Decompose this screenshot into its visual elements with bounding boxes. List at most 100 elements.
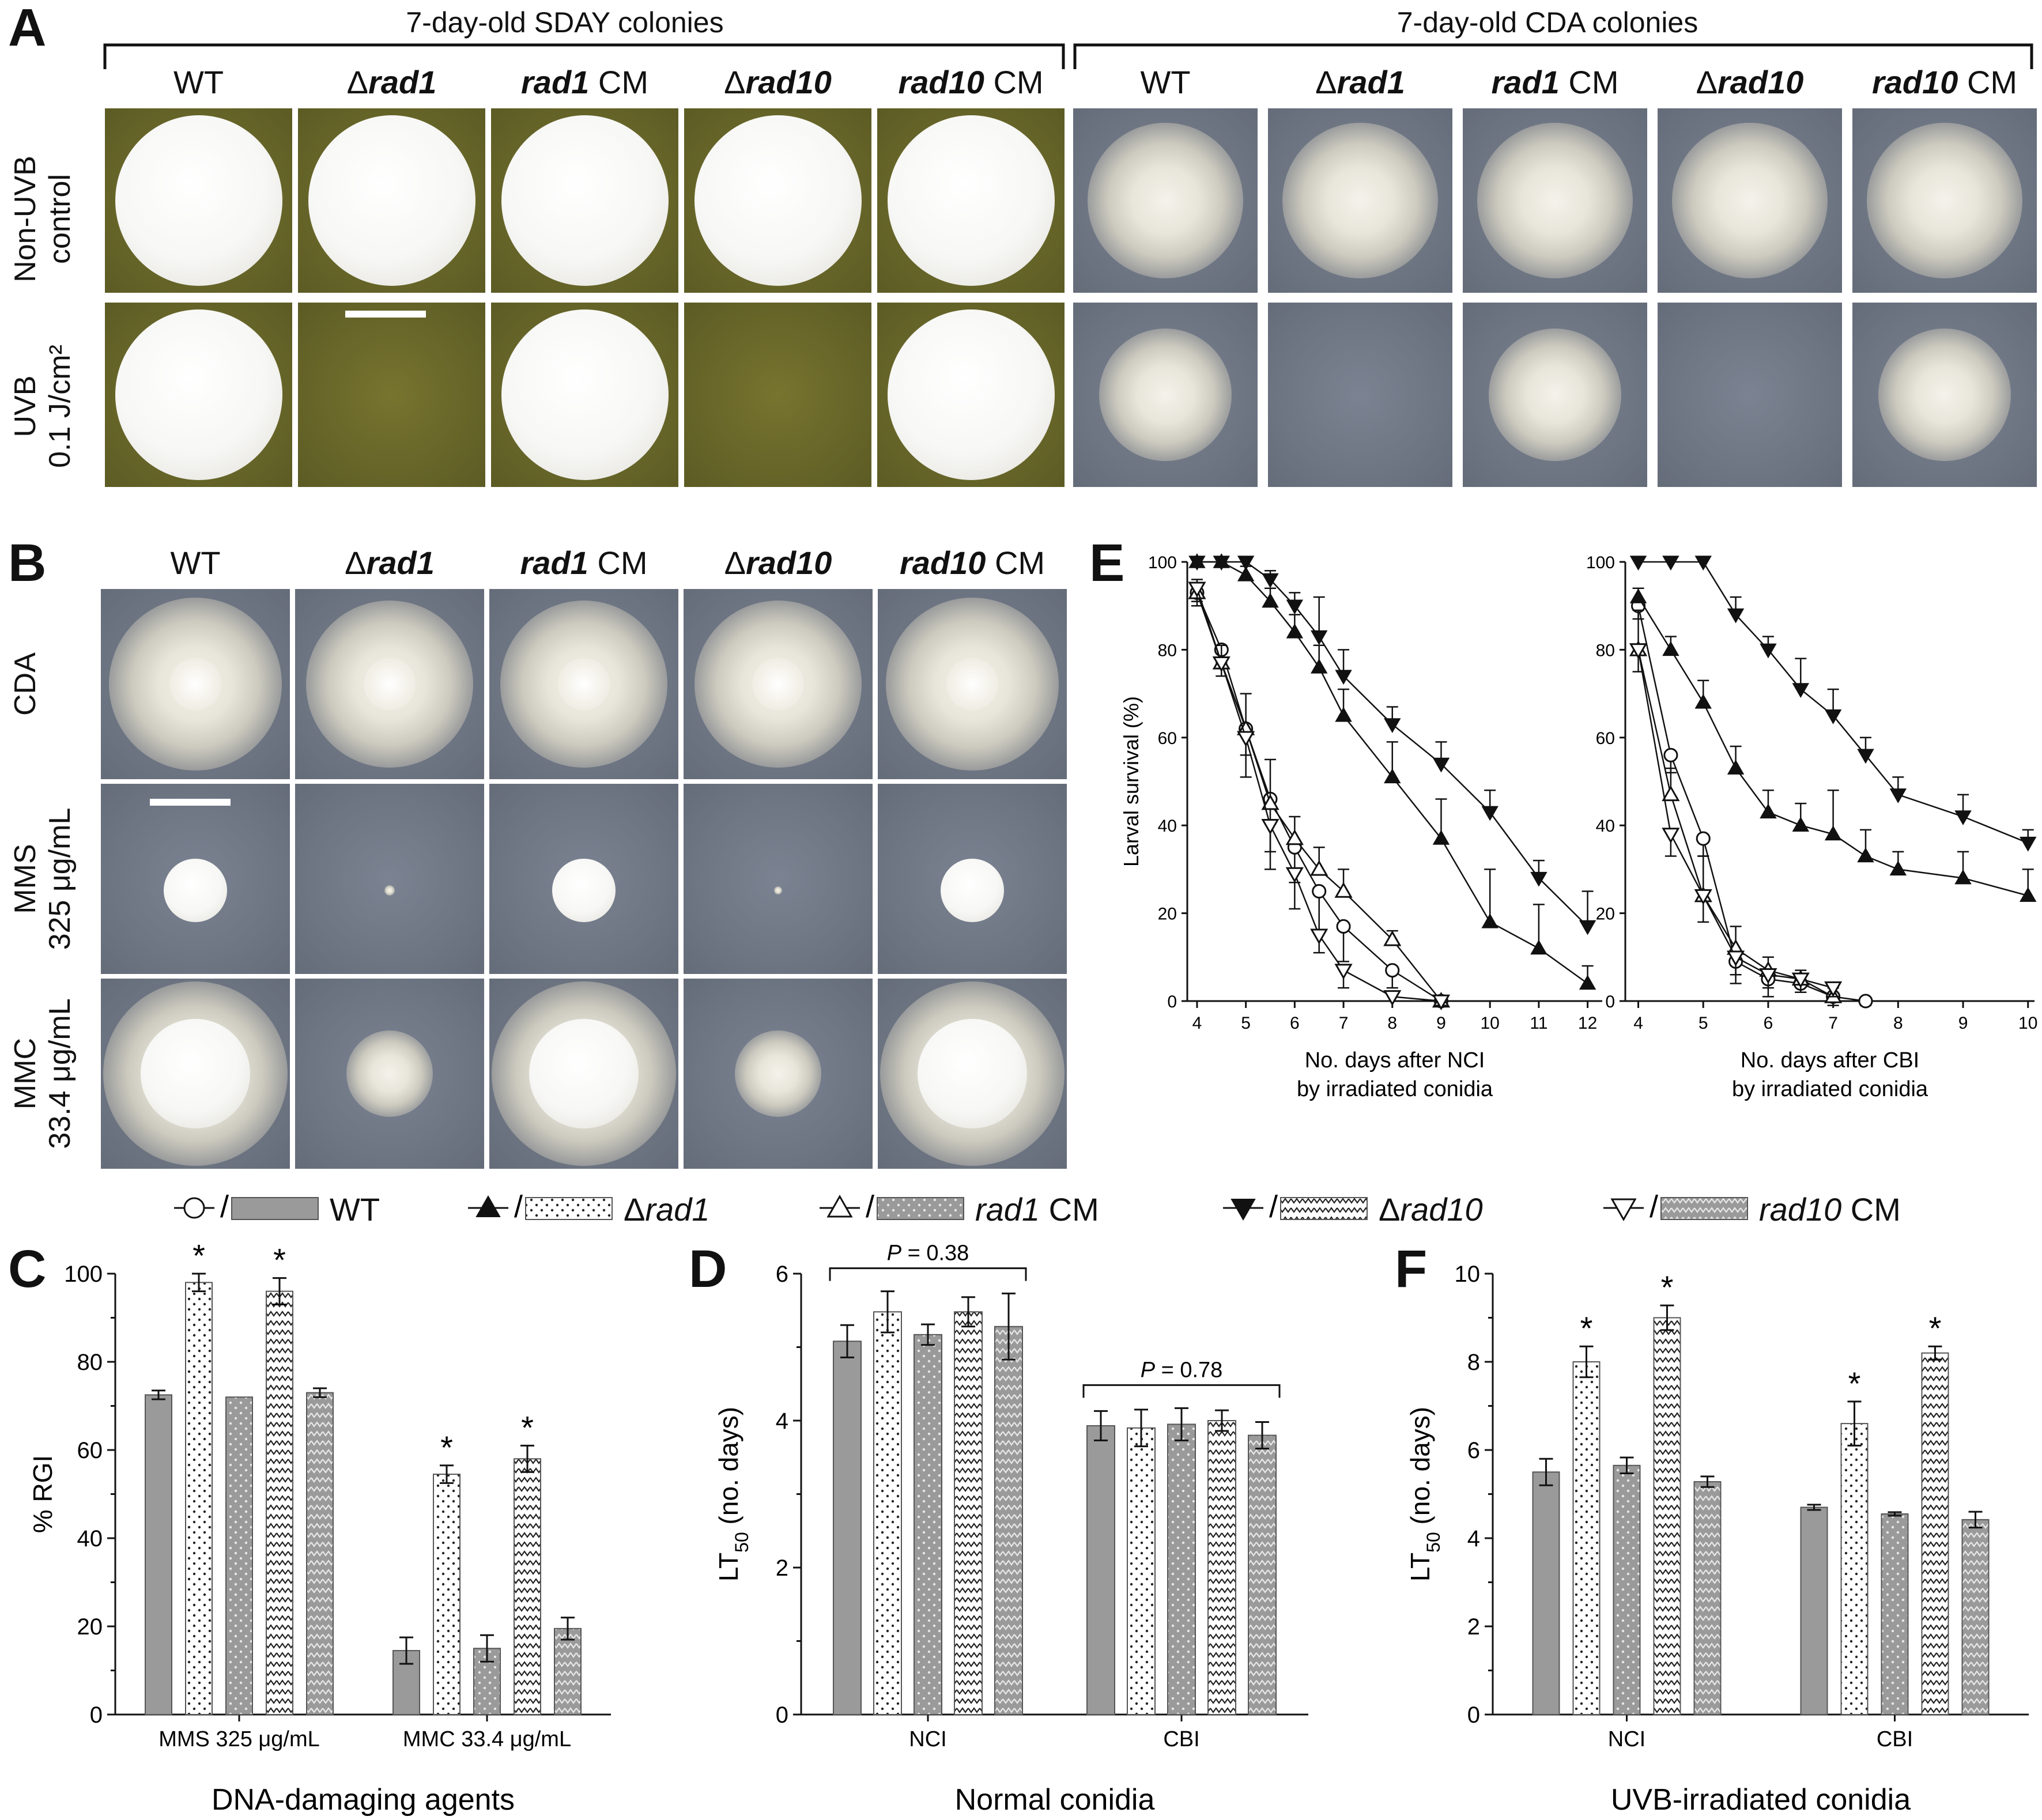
y-tick-label: 0: [776, 1702, 788, 1728]
data-point: [1188, 582, 1206, 598]
significance-mark: *: [1929, 1310, 1942, 1346]
panel-b-tile: [878, 784, 1067, 974]
error-bar: [1094, 1410, 1108, 1441]
data-point: [1727, 760, 1745, 775]
svg-text:/: /: [866, 1190, 874, 1224]
panel-letter-c: C: [8, 1240, 47, 1298]
x-axis-label-line2: by irradiated conidia: [1297, 1077, 1493, 1101]
panel-a-sday-strain-label-1: Δrad1: [346, 64, 437, 100]
panel-b-strain-label-4: rad10 CM: [899, 545, 1045, 581]
colony: [552, 859, 616, 922]
colony-core: [169, 658, 221, 710]
cda-tile: [1268, 303, 1452, 487]
bar: [1086, 1425, 1115, 1715]
significance-mark: *: [193, 1245, 205, 1274]
error-bar: [840, 1324, 854, 1358]
y-axis-label: LT50 (no. days): [714, 1407, 752, 1581]
data-point: [826, 1194, 853, 1218]
bar: [225, 1396, 253, 1715]
category-label: NCI: [1608, 1727, 1645, 1751]
y-axis-label: Larval survival (%): [1119, 696, 1143, 867]
y-tick-label: 2: [1467, 1614, 1480, 1640]
x-tick-label: 6: [1290, 1014, 1300, 1033]
colony: [1489, 328, 1621, 461]
p-value-bracket: [829, 1267, 1027, 1281]
data-point: [1286, 623, 1304, 639]
cda-tile: [1658, 108, 1842, 293]
data-point: [1336, 919, 1351, 934]
panel-b-strain-label-3: Δrad10: [724, 545, 832, 581]
axis: [1624, 562, 2035, 1002]
bar: [392, 1650, 420, 1716]
series-3: [1188, 556, 1596, 935]
cda-tile: [1073, 303, 1258, 487]
data-point: [1261, 794, 1279, 810]
error-bar: [1539, 1457, 1553, 1486]
error-bar: [1002, 1292, 1016, 1361]
colony: [1088, 123, 1243, 278]
data-point: [1792, 683, 1810, 698]
error-bar: [1134, 1409, 1148, 1448]
scale-bar: [150, 799, 231, 806]
data-point: [1334, 882, 1353, 898]
cda-tile: [1073, 108, 1258, 293]
bar: [554, 1628, 582, 1716]
sday-tile: [877, 108, 1065, 293]
data-point: [1432, 830, 1450, 845]
data-point: [1334, 964, 1353, 980]
data-point: [1432, 994, 1451, 1011]
error-bar: [1313, 596, 1325, 637]
data-point: [1481, 913, 1499, 928]
sday-tile: [491, 303, 678, 487]
bar: [1532, 1471, 1560, 1715]
colony: [774, 886, 782, 894]
colony: [384, 885, 395, 896]
colony-core: [752, 658, 804, 710]
colony: [888, 115, 1055, 286]
error-bar: [399, 1636, 413, 1665]
data-point: [2020, 836, 2037, 852]
data-point: [1312, 883, 1327, 899]
panel-b-tile: [878, 979, 1067, 1169]
colony: [1878, 328, 2011, 461]
y-tick-label: 0: [1467, 1702, 1480, 1728]
bar: [954, 1311, 983, 1716]
data-point: [1432, 757, 1450, 773]
panel-b-tile: [101, 784, 290, 974]
data-point: [1663, 747, 1678, 762]
y-tick-label: 8: [1467, 1350, 1480, 1375]
x-axis-label-line2: by irradiated conidia: [1732, 1077, 1928, 1101]
x-tick-label: 4: [1192, 1014, 1202, 1033]
chart-e-nci: 0 20 40 60 80 100 4 5 6 7 8 9 10 11 12 Larval survival …: [1119, 553, 1602, 1101]
x-axis-label: No. days after CBI: [1741, 1048, 1919, 1073]
panel-b-row-label-2: MMC 33.4 μg/mL: [9, 998, 77, 1149]
error-bar: [1255, 1421, 1269, 1449]
legend-swatch: /: [1223, 1190, 1368, 1224]
data-point: [1792, 817, 1810, 832]
x-axis-label: DNA-damaging agents: [212, 1783, 515, 1817]
colony: [1282, 123, 1438, 278]
colony: [115, 309, 282, 480]
y-tick-label: 2: [776, 1555, 788, 1581]
series-3: [1629, 556, 2037, 852]
y-tick-label: 6: [776, 1262, 788, 1287]
series-4: [1629, 643, 1843, 998]
y-tick-label: 100: [64, 1262, 103, 1287]
panel-b-tile: [101, 589, 290, 779]
data-point: [1662, 828, 1680, 844]
data-point: [1262, 592, 1279, 608]
y-tick-label: 40: [1596, 817, 1615, 836]
category-label: CBI: [1163, 1727, 1199, 1751]
legend-swatch: /: [1603, 1190, 1748, 1224]
error-bar: [313, 1387, 327, 1398]
data-point: [1629, 556, 1647, 571]
data-point: [475, 1195, 501, 1217]
data-point: [1727, 950, 1745, 966]
x-tick-label: 10: [2018, 1014, 2037, 1033]
x-tick-label: 9: [1958, 1014, 1968, 1033]
svg-text:/: /: [220, 1190, 229, 1224]
data-point: [1579, 920, 1596, 935]
category-label: CBI: [1877, 1727, 1913, 1751]
panel-a-header-cda: 7-day-old CDA colonies: [1396, 6, 1698, 39]
data-point: [1954, 869, 1972, 885]
